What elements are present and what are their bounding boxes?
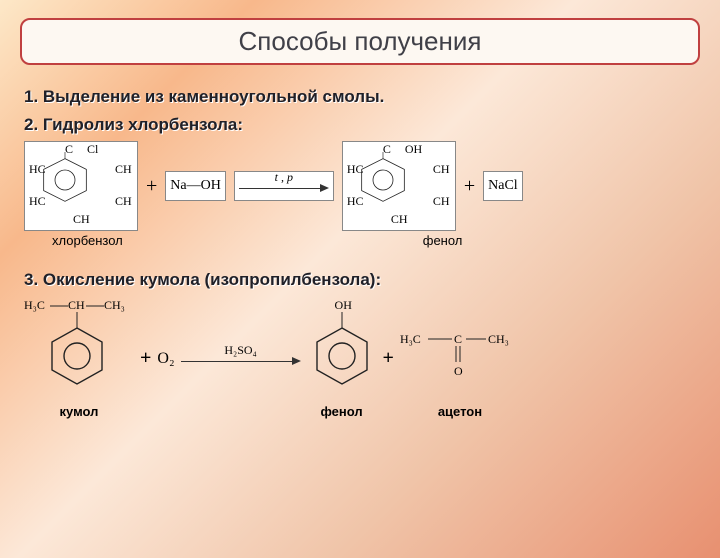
content: 1. Выделение из каменноугольной смолы. 2…: [0, 65, 720, 419]
cumene-col: H₃C CH CH₃ кумол: [24, 298, 134, 419]
arrow-2: H₂SO₄: [181, 347, 301, 371]
title-bar: Способы получения: [20, 18, 700, 65]
chlorobenzene-structure: Cl C HC CH HC CH CH: [33, 148, 129, 224]
label-phenol: фенол: [423, 233, 463, 248]
acetone-structure: H₃C C CH₃ O: [400, 298, 520, 398]
cumene-structure: H₃C CH CH₃: [24, 298, 134, 398]
chlorobenzene-box: Cl C HC CH HC CH CH: [24, 141, 138, 231]
reaction-1: Cl C HC CH HC CH CH + Na—OH t , p: [24, 141, 696, 231]
reaction-2: H₃C CH CH₃ кумол + O₂ H₂SO₄: [24, 298, 696, 419]
acetone-col: H₃C C CH₃ O ацетон: [400, 298, 520, 419]
phenol-structure-2: OH: [307, 298, 377, 398]
label-phenol-2: фенол: [320, 404, 362, 419]
nacl-box: NaCl: [483, 171, 523, 201]
arrow-box: t , p: [234, 171, 334, 201]
o2-text: O₂: [157, 350, 174, 368]
label-acetone: ацетон: [438, 404, 482, 419]
heading-3: 3. Окисление кумола (изопропилбензола):: [24, 270, 696, 290]
plus-icon: +: [140, 347, 151, 370]
reaction-arrow-icon: t , p: [239, 174, 329, 198]
reaction-1-labels: хлорбензол фенол: [24, 233, 696, 248]
label-cumene: кумол: [60, 404, 99, 419]
phenol-box: OH C HC CH HC CH CH: [342, 141, 456, 231]
page-title: Способы получения: [239, 26, 482, 56]
heading-1: 1. Выделение из каменноугольной смолы.: [24, 87, 696, 107]
naoh-box: Na—OH: [165, 171, 226, 201]
plus-icon: +: [383, 347, 394, 370]
plus-icon: +: [464, 175, 475, 198]
heading-2: 2. Гидролиз хлорбензола:: [24, 115, 696, 135]
plus-icon: +: [146, 175, 157, 198]
label-chlorobenzene: хлорбензол: [52, 233, 123, 248]
phenol-col-2: OH фенол: [307, 298, 377, 419]
phenol-structure: OH C HC CH HC CH CH: [351, 148, 447, 224]
